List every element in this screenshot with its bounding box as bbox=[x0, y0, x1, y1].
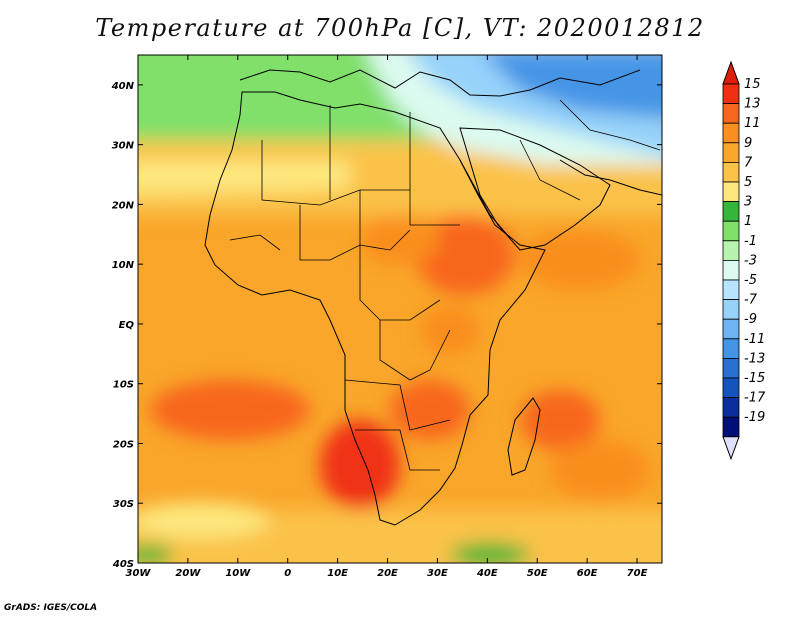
lon-tick-label: 20W bbox=[175, 568, 201, 579]
lon-tick-label: 60E bbox=[577, 568, 598, 579]
colorbar-level-label: -7 bbox=[744, 293, 758, 308]
colorbar-swatch bbox=[722, 161, 740, 183]
colorbar-level-label: 15 bbox=[744, 77, 761, 92]
country-borders bbox=[229, 99, 661, 471]
colorbar-level-label: 13 bbox=[744, 97, 761, 112]
lat-tick-label: 30S bbox=[113, 499, 134, 510]
lat-axis: 40N 30N 20N 10N EQ 10S 20S 30S 40S bbox=[111, 81, 662, 570]
colorbar-swatch bbox=[722, 318, 740, 340]
lon-tick-label: 70E bbox=[627, 568, 648, 579]
map-title: Temperature at 700hPa [C], VT: 202001281… bbox=[95, 14, 705, 42]
lat-tick-label: 20N bbox=[112, 200, 135, 211]
temperature-field bbox=[138, 55, 662, 563]
colorbar-swatch bbox=[722, 240, 740, 261]
colorbar-top-arrow bbox=[722, 60, 740, 85]
lat-tick-label: 10S bbox=[113, 380, 134, 391]
colorbar-level-label: -11 bbox=[744, 332, 765, 347]
colorbar-level-label: 1 bbox=[744, 214, 752, 229]
lon-tick-label: 30E bbox=[427, 568, 448, 579]
colorbar: 15 13 11 9 7 5 3 1 -1 -3 -5 -7 -9 -11 -13 -15 -17 -19 bbox=[722, 60, 766, 461]
lat-tick-label: 40N bbox=[111, 81, 135, 92]
colorbar-level-label: 9 bbox=[744, 136, 752, 151]
colorbar-swatch bbox=[722, 377, 740, 399]
colorbar-swatch bbox=[722, 83, 740, 105]
grads-credit: GrADS: IGES/COLA bbox=[4, 603, 98, 613]
lon-tick-label: 0 bbox=[284, 568, 291, 579]
colorbar-level-label: -1 bbox=[744, 234, 757, 249]
colorbar-swatch bbox=[722, 416, 740, 438]
lon-tick-label: 50E bbox=[527, 568, 548, 579]
coastlines bbox=[204, 69, 662, 526]
colorbar-swatch bbox=[722, 122, 740, 144]
lon-tick-label: 20E bbox=[377, 568, 398, 579]
colorbar-bottom-arrow bbox=[722, 436, 740, 461]
lon-axis: 30W 20W 10W 0 10E 20E 30E 40E 50E 60E 70E bbox=[126, 55, 648, 579]
colorbar-swatch bbox=[722, 181, 740, 203]
colorbar-swatch bbox=[722, 103, 740, 124]
colorbar-level-label: 7 bbox=[744, 155, 753, 170]
colorbar-level-label: -3 bbox=[744, 253, 757, 268]
plot-frame bbox=[137, 54, 663, 564]
lat-tick-label: EQ bbox=[119, 320, 135, 331]
colorbar-level-label: -5 bbox=[744, 273, 757, 288]
colorbar-swatch bbox=[722, 338, 740, 359]
colorbar-swatch bbox=[722, 142, 740, 163]
lat-tick-label: 40S bbox=[112, 559, 134, 570]
lat-tick-label: 30N bbox=[112, 141, 135, 152]
lat-tick-label: 20S bbox=[113, 439, 134, 450]
colorbar-level-label: 11 bbox=[744, 116, 761, 131]
colorbar-swatch bbox=[722, 220, 740, 242]
lon-tick-label: 40E bbox=[476, 568, 498, 579]
lon-tick-label: 10E bbox=[327, 568, 348, 579]
colorbar-level-label: -9 bbox=[744, 312, 757, 327]
colorbar-swatch bbox=[722, 259, 740, 281]
colorbar-level-label: -13 bbox=[744, 351, 765, 366]
lon-tick-label: 10W bbox=[225, 568, 251, 579]
colorbar-swatch bbox=[722, 201, 740, 222]
colorbar-level-label: 3 bbox=[744, 195, 752, 210]
colorbar-swatch bbox=[722, 397, 740, 418]
colorbar-swatch bbox=[722, 279, 740, 301]
colorbar-level-label: -15 bbox=[744, 371, 765, 386]
colorbar-level-label: -19 bbox=[744, 410, 765, 425]
colorbar-swatch bbox=[722, 299, 740, 320]
lon-tick-label: 30W bbox=[126, 568, 152, 579]
lat-tick-label: 10N bbox=[112, 260, 135, 271]
colorbar-level-label: 5 bbox=[744, 175, 752, 190]
colorbar-level-label: -17 bbox=[744, 391, 766, 406]
colorbar-swatch bbox=[722, 357, 740, 379]
